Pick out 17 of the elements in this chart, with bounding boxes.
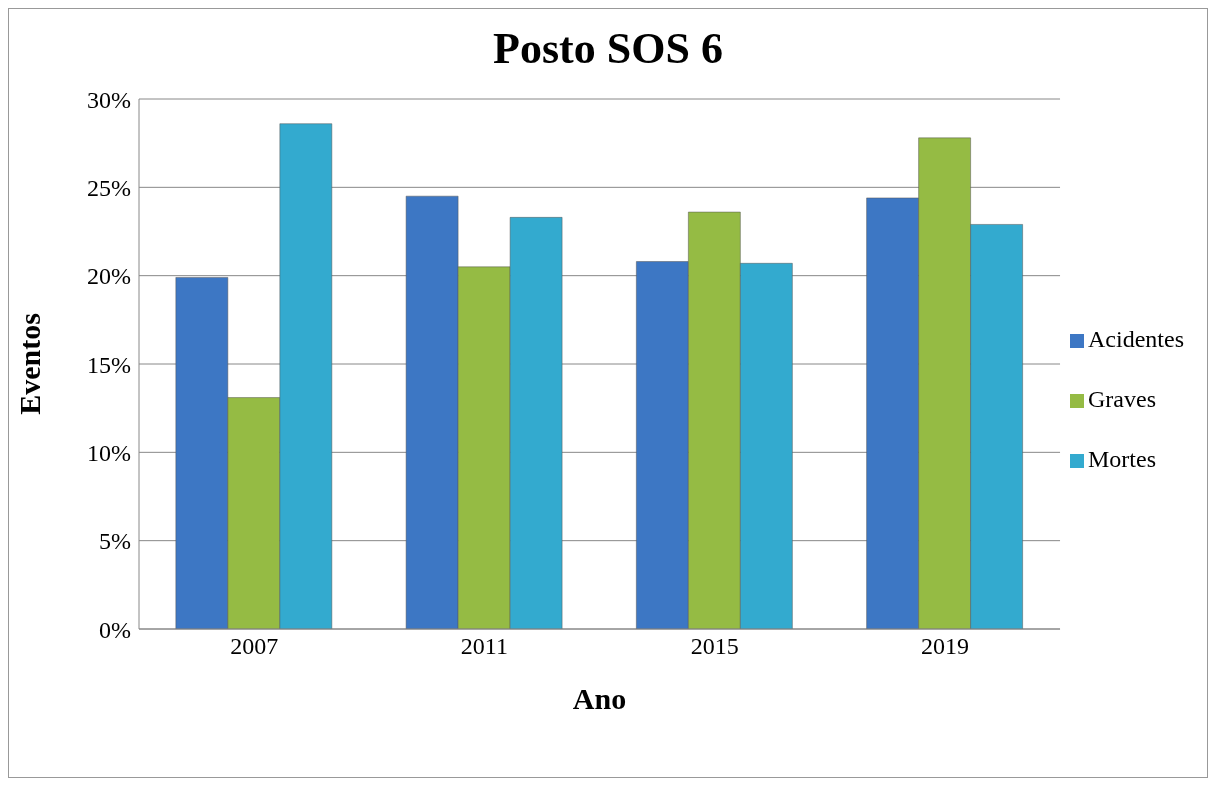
x-tick-label: 2015 xyxy=(690,633,739,660)
x-axis-title: Ano xyxy=(572,682,627,715)
y-tick-label: 0% xyxy=(99,616,131,643)
y-tick-label: 15% xyxy=(87,351,131,378)
legend-label: Acidentes xyxy=(1088,326,1184,352)
legend-label: Graves xyxy=(1088,386,1156,412)
y-tick-label: 25% xyxy=(87,174,131,201)
y-tick-label: 10% xyxy=(87,439,131,466)
x-tick-label: 2011 xyxy=(460,633,508,660)
y-tick-label: 20% xyxy=(87,263,131,290)
chart-title: Posto SOS 6 xyxy=(492,23,724,75)
y-axis-title: Eventos xyxy=(12,313,46,415)
x-tick-label: 2019 xyxy=(920,633,969,660)
y-tick-label: 30% xyxy=(87,86,131,113)
y-tick-label: 5% xyxy=(99,528,131,555)
legend-label: Mortes xyxy=(1088,446,1157,472)
x-tick-label: 2007 xyxy=(230,633,279,660)
